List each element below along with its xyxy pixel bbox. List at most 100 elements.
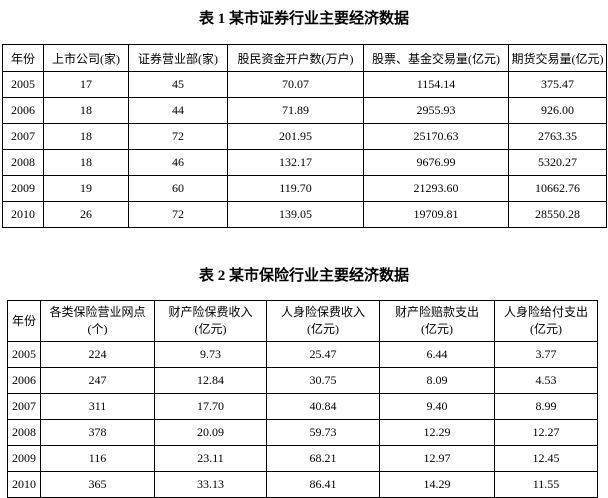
value-cell: 9.73 (154, 341, 267, 368)
value-cell: 60 (128, 175, 228, 202)
column-header-life-premium-income: 人身险保费收入 (亿元) (266, 300, 380, 342)
value-cell: 119.70 (227, 175, 364, 202)
value-cell: 20.09 (154, 419, 267, 446)
value-cell: 12.45 (494, 445, 598, 472)
value-cell: 375.47 (508, 71, 607, 98)
value-cell: 365 (40, 471, 155, 498)
value-cell: 8.99 (494, 393, 598, 420)
value-cell: 12.84 (154, 367, 267, 394)
value-cell: 14.29 (379, 471, 495, 498)
header-line1: 人身险保费收入 (280, 305, 365, 319)
column-header-year: 年份 (2, 44, 44, 72)
value-cell: 25.47 (266, 341, 380, 368)
header-line1: 财产险保费收入 (168, 305, 253, 319)
value-cell: 5320.27 (508, 149, 607, 176)
value-cell: 26 (43, 201, 129, 228)
value-cell: 12.97 (379, 445, 495, 472)
value-cell: 116 (40, 445, 155, 472)
value-cell: 12.29 (379, 419, 495, 446)
value-cell: 247 (40, 367, 155, 394)
year-cell: 2008 (7, 419, 41, 446)
header-line1: 年份 (11, 313, 36, 328)
value-cell: 132.17 (227, 149, 364, 176)
column-header-brokerage-branches: 证券营业部(家) (128, 44, 228, 72)
value-cell: 21293.60 (363, 175, 509, 202)
header-line1: 财产险赔款支出 (394, 305, 479, 319)
table-row: 2006 18 44 71.89 2955.93 926.00 (2, 97, 607, 124)
value-cell: 18 (43, 149, 129, 176)
value-cell: 6.44 (379, 341, 495, 368)
value-cell: 9.40 (379, 393, 495, 420)
value-cell: 72 (128, 123, 228, 150)
header-line2: (亿元) (194, 322, 227, 336)
header-line2: (亿元) (421, 322, 453, 336)
column-header-year: 年份 (7, 300, 41, 342)
table-row: 2005 17 45 70.07 1154.14 375.47 (2, 71, 607, 98)
table1-header-row: 年份 上市公司(家) 证券营业部(家) 股民资金开户数(万户) 股票、基金交易量… (2, 44, 607, 72)
value-cell: 201.95 (227, 123, 364, 150)
value-cell: 378 (40, 419, 155, 446)
value-cell: 44 (128, 97, 228, 124)
column-header-listed-companies: 上市公司(家) (43, 44, 129, 72)
column-header-property-premium-income: 财产险保费收入 (亿元) (154, 300, 267, 342)
value-cell: 25170.63 (363, 123, 509, 150)
value-cell: 18 (43, 97, 129, 124)
value-cell: 2763.35 (508, 123, 607, 150)
table-row: 2007 311 17.70 40.84 9.40 8.99 (7, 393, 598, 420)
value-cell: 71.89 (227, 97, 364, 124)
table-row: 2008 378 20.09 59.73 12.29 12.27 (7, 419, 598, 446)
value-cell: 12.27 (494, 419, 598, 446)
year-cell: 2005 (2, 71, 44, 98)
securities-table: 年份 上市公司(家) 证券营业部(家) 股民资金开户数(万户) 股票、基金交易量… (2, 44, 607, 228)
column-header-life-benefits-paid: 人身险给付支出 (亿元) (494, 300, 598, 342)
header-line2: (亿元) (307, 322, 339, 336)
value-cell: 19 (43, 175, 129, 202)
value-cell: 2955.93 (363, 97, 509, 124)
header-line1: 人身险给付支出 (503, 305, 588, 319)
table-row: 2010 365 33.13 86.41 14.29 11.55 (7, 471, 598, 498)
table1-title: 表 1 某市证券行业主要经济数据 (198, 11, 409, 27)
value-cell: 224 (40, 341, 155, 368)
table-row: 2009 116 23.11 68.21 12.97 12.45 (7, 445, 598, 472)
value-cell: 139.05 (227, 201, 364, 228)
header-line2: (亿元) (530, 322, 562, 336)
value-cell: 4.53 (494, 367, 598, 394)
value-cell: 9676.99 (363, 149, 509, 176)
value-cell: 28550.28 (508, 201, 607, 228)
value-cell: 70.07 (227, 71, 364, 98)
insurance-table: 年份 各类保险营业网点 (个) 财产险保费收入 (亿元) 人身险保费收入 (亿元… (7, 300, 598, 498)
value-cell: 3.77 (494, 341, 598, 368)
value-cell: 18 (43, 123, 129, 150)
year-cell: 2005 (7, 341, 41, 368)
year-cell: 2007 (7, 393, 41, 420)
year-cell: 2010 (2, 201, 44, 228)
value-cell: 8.09 (379, 367, 495, 394)
value-cell: 72 (128, 201, 228, 228)
table-row: 2009 19 60 119.70 21293.60 10662.76 (2, 175, 607, 202)
table2-body: 2005 224 9.73 25.47 6.44 3.77 2006 247 12.84 30.7… (7, 341, 598, 498)
value-cell: 926.00 (508, 97, 607, 124)
value-cell: 19709.81 (363, 201, 509, 228)
year-cell: 2010 (7, 471, 41, 498)
value-cell: 40.84 (266, 393, 380, 420)
year-cell: 2009 (7, 445, 41, 472)
value-cell: 23.11 (154, 445, 267, 472)
value-cell: 11.55 (494, 471, 598, 498)
table-row: 2010 26 72 139.05 19709.81 28550.28 (2, 201, 607, 228)
year-cell: 2007 (2, 123, 44, 150)
value-cell: 30.75 (266, 367, 380, 394)
value-cell: 45 (128, 71, 228, 98)
value-cell: 10662.76 (508, 175, 607, 202)
year-cell: 2006 (7, 367, 41, 394)
value-cell: 46 (128, 149, 228, 176)
value-cell: 17.70 (154, 393, 267, 420)
value-cell: 1154.14 (363, 71, 509, 98)
column-header-investor-accounts: 股民资金开户数(万户) (227, 44, 364, 72)
value-cell: 86.41 (266, 471, 380, 498)
table-row: 2005 224 9.73 25.47 6.44 3.77 (7, 341, 598, 368)
table-row: 2007 18 72 201.95 25170.63 2763.35 (2, 123, 607, 150)
table2-title: 表 2 某市保险行业主要经济数据 (198, 268, 409, 284)
value-cell: 17 (43, 71, 129, 98)
column-header-property-claims-paid: 财产险赔款支出 (亿元) (379, 300, 495, 342)
value-cell: 33.13 (154, 471, 267, 498)
